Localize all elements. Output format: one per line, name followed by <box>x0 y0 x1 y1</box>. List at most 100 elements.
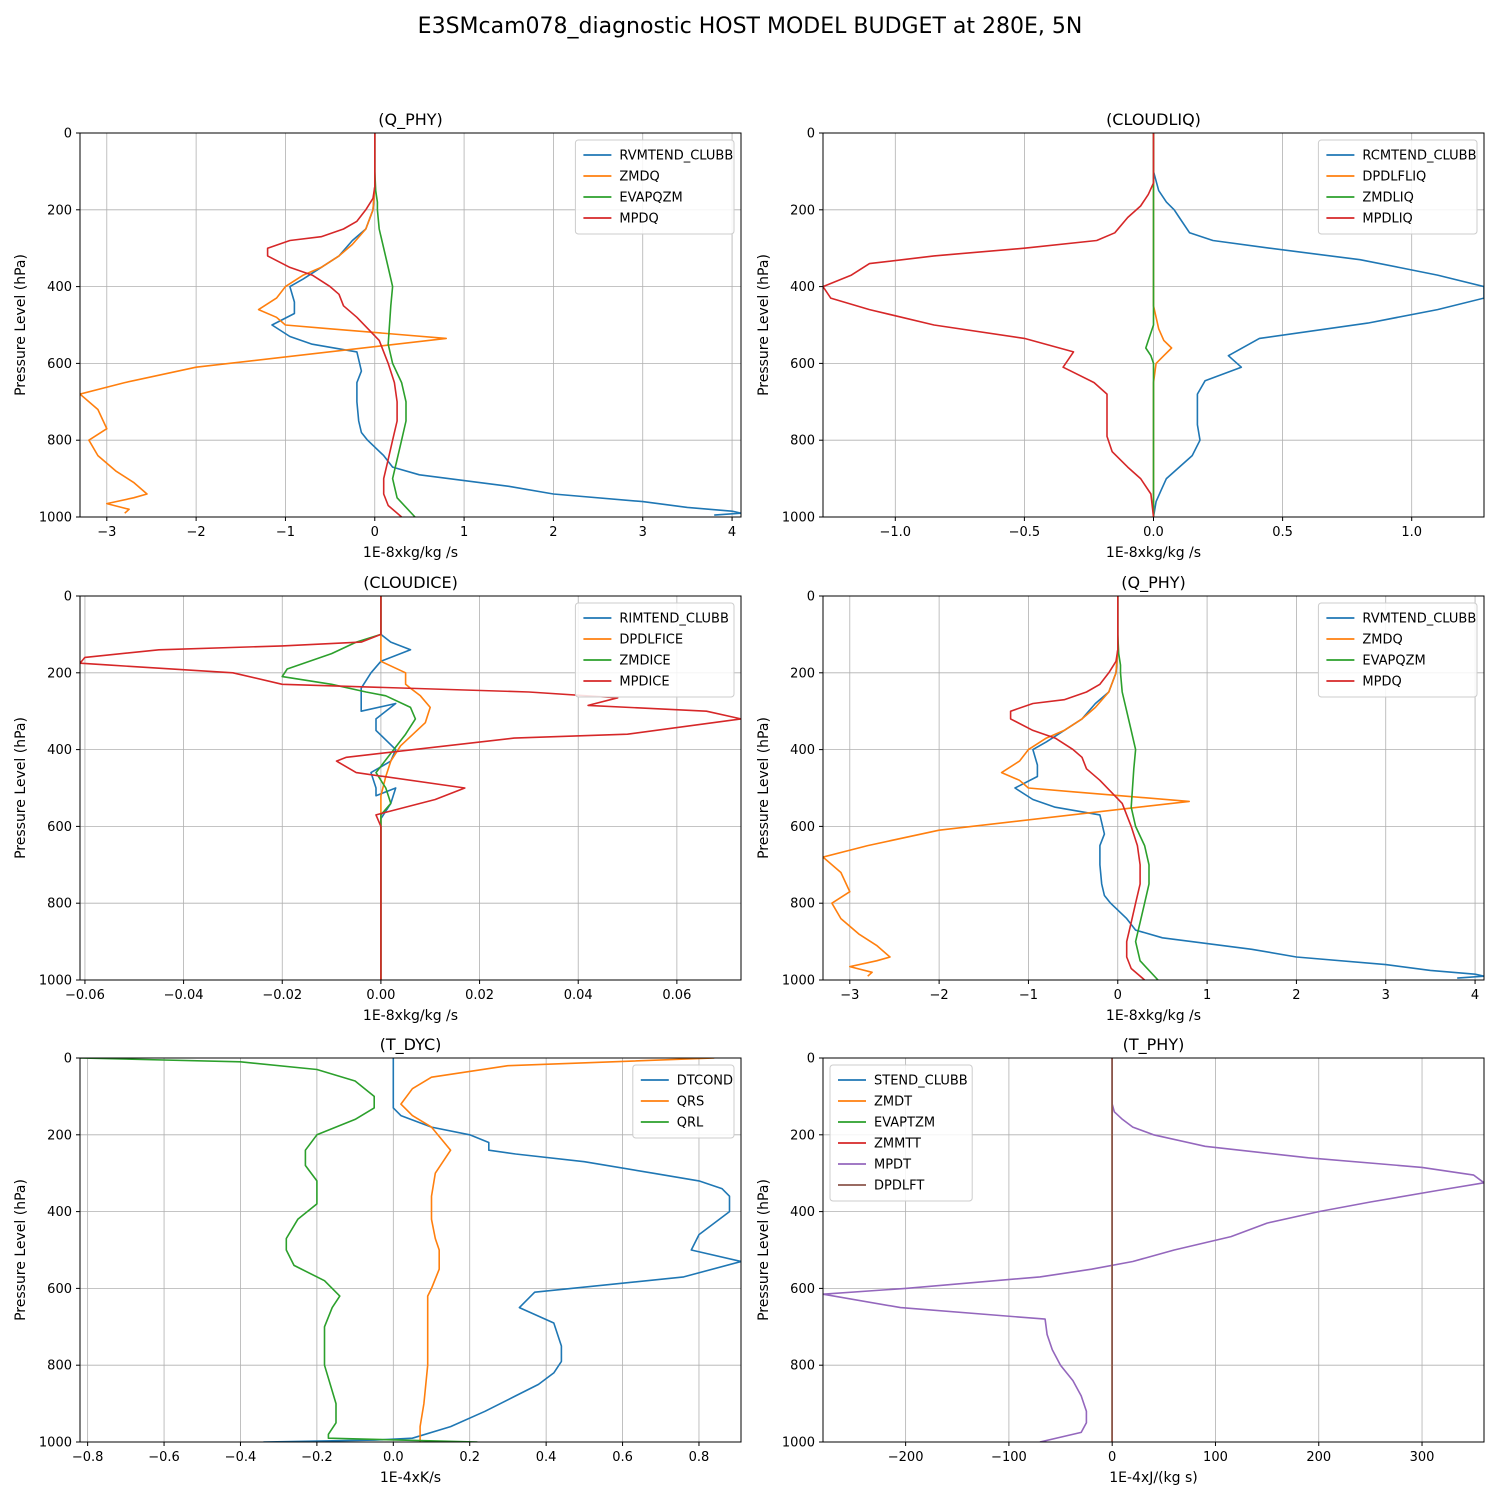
legend-entry: DPDLFLIQ <box>1362 170 1426 185</box>
legend-box <box>1317 602 1478 698</box>
legend-entry: ZMDT <box>874 1095 912 1110</box>
legend-entry: ZMMTT <box>874 1137 921 1152</box>
chart-panel-6: −200 −100 0 100 200 300 0 200 400 600 800 1000 (T_PH… <box>756 1035 1485 1486</box>
legend-entry: EVAPQZM <box>1362 654 1425 669</box>
legend-box <box>632 1064 735 1139</box>
y-tick-label: 1000 <box>39 511 72 526</box>
legend-box <box>1317 139 1478 235</box>
x-tick-label: 0.02 <box>465 988 494 1003</box>
x-tick-label: −200 <box>888 1450 924 1465</box>
x-tick-label: 1 <box>1203 988 1211 1003</box>
x-axis-label: 1E-8xkg/kg /s <box>363 545 458 561</box>
y-tick-label: 1000 <box>39 1436 72 1451</box>
y-tick-label: 1000 <box>782 511 815 526</box>
x-tick-label: −0.06 <box>65 988 105 1003</box>
y-tick-label: 600 <box>790 820 815 835</box>
y-tick-label: 0 <box>807 590 815 605</box>
chart-panel-1: −3 −2 −1 0 1 2 3 4 0 200 400 600 800 1000 (Q_PHY) 1E-8x… <box>13 110 742 561</box>
y-tick-label: 200 <box>790 666 815 681</box>
y-axis-label: Pressure Level (hPa) <box>756 254 772 396</box>
x-tick-label: −0.4 <box>225 1450 257 1465</box>
series-line-1 <box>263 1058 741 1442</box>
x-tick-label: −2 <box>930 988 949 1003</box>
x-tick-label: 0 <box>1114 988 1122 1003</box>
x-tick-label: 0.8 <box>689 1450 710 1465</box>
y-tick-label: 600 <box>790 357 815 372</box>
y-tick-label: 400 <box>790 1205 815 1220</box>
series-line-2 <box>380 596 432 980</box>
y-tick-label: 200 <box>47 1128 72 1143</box>
x-tick-label: 1.0 <box>1401 525 1422 540</box>
y-tick-label: 600 <box>47 1282 72 1297</box>
y-tick-label: 800 <box>790 434 815 449</box>
legend-entry: ZMDQ <box>1362 633 1402 648</box>
x-tick-label: 0 <box>1108 1450 1116 1465</box>
y-tick-label: 600 <box>47 820 72 835</box>
x-tick-label: −100 <box>991 1450 1027 1465</box>
axes-frame <box>79 132 742 518</box>
y-tick-label: 1000 <box>782 974 815 989</box>
y-axis-label: Pressure Level (hPa) <box>756 1179 772 1321</box>
x-tick-label: 2 <box>1292 988 1300 1003</box>
panel-title: (T_PHY) <box>1123 1035 1185 1055</box>
panel-title: (Q_PHY) <box>1121 573 1186 593</box>
legend-entry: ZMDQ <box>619 170 659 185</box>
panel-title: (Q_PHY) <box>378 110 443 130</box>
legend-entry: MPDQ <box>619 212 658 227</box>
chart-panel-3: −0.06 −0.04 −0.02 0.00 0.02 0.04 0.06 0 200 400 60… <box>13 573 742 1024</box>
y-tick-label: 0 <box>64 590 72 605</box>
series-line-3 <box>80 1058 478 1442</box>
y-tick-label: 800 <box>47 897 72 912</box>
series-line-2 <box>400 1058 715 1442</box>
legend: RVMTEND_CLUBB ZMDQ EVAPQZM MPDQ <box>1317 602 1478 698</box>
legend-entry: MPDICE <box>619 675 669 690</box>
y-tick-label: 400 <box>790 743 815 758</box>
series-line-2 <box>823 596 1190 977</box>
legend: DTCOND QRS QRL <box>632 1064 735 1139</box>
x-tick-label: −2 <box>187 525 206 540</box>
x-tick-label: 0.04 <box>564 988 593 1003</box>
y-tick-label: 0 <box>807 1052 815 1067</box>
legend: RCMTEND_CLUBB DPDLFLIQ ZMDLIQ MPDLIQ <box>1317 139 1478 235</box>
x-tick-label: 0 <box>371 525 379 540</box>
x-tick-label: 0.5 <box>1272 525 1293 540</box>
y-tick-label: 800 <box>47 434 72 449</box>
y-tick-label: 0 <box>807 127 815 142</box>
legend-entry: RIMTEND_CLUBB <box>619 612 729 627</box>
legend-entry: STEND_CLUBB <box>874 1074 968 1089</box>
y-tick-label: 400 <box>47 280 72 295</box>
x-tick-label: 0.4 <box>536 1450 557 1465</box>
panel-title: (T_DYC) <box>380 1035 442 1055</box>
series-line-4 <box>80 596 741 980</box>
x-tick-label: −0.6 <box>148 1450 180 1465</box>
x-tick-label: 0.00 <box>366 988 395 1003</box>
y-tick-label: 0 <box>64 127 72 142</box>
y-tick-label: 600 <box>790 1282 815 1297</box>
legend: STEND_CLUBB ZMDT EVAPTZM ZMMTT MPDT DPDLFT <box>829 1064 973 1202</box>
x-axis-label: 1E-8xkg/kg /s <box>363 1008 458 1024</box>
legend-entry: MPDT <box>874 1158 911 1173</box>
x-tick-label: 0.6 <box>612 1450 633 1465</box>
y-tick-label: 800 <box>790 897 815 912</box>
series-line-2 <box>1152 133 1173 517</box>
chart-panel-4: −3 −2 −1 0 1 2 3 4 0 200 400 600 800 1000 (Q_PHY) 1E-8x… <box>756 573 1485 1024</box>
x-tick-label: 2 <box>549 525 557 540</box>
x-axis-label: 1E-4xK/s <box>380 1470 441 1486</box>
series-line-4 <box>1009 596 1146 980</box>
x-tick-label: 4 <box>1471 988 1479 1003</box>
legend-entry: RVMTEND_CLUBB <box>619 149 733 164</box>
x-tick-label: −3 <box>840 988 859 1003</box>
legend-entry: RCMTEND_CLUBB <box>1362 149 1476 164</box>
y-tick-label: 800 <box>790 1359 815 1374</box>
panel-title: (CLOUDLIQ) <box>1106 110 1201 129</box>
x-axis-label: 1E-4xJ/(kg s) <box>1109 1470 1198 1486</box>
x-tick-label: 4 <box>728 525 736 540</box>
y-tick-label: 1000 <box>39 974 72 989</box>
x-tick-label: 0.2 <box>459 1450 480 1465</box>
legend-entry: QRL <box>677 1116 704 1131</box>
legend-entry: MPDLIQ <box>1362 212 1412 227</box>
x-tick-label: −0.04 <box>164 988 204 1003</box>
legend-entry: EVAPQZM <box>619 191 682 206</box>
y-tick-label: 600 <box>47 357 72 372</box>
y-tick-label: 800 <box>47 1359 72 1374</box>
